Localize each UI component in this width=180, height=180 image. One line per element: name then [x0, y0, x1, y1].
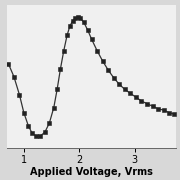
X-axis label: Applied Voltage, Vrms: Applied Voltage, Vrms: [30, 167, 153, 177]
